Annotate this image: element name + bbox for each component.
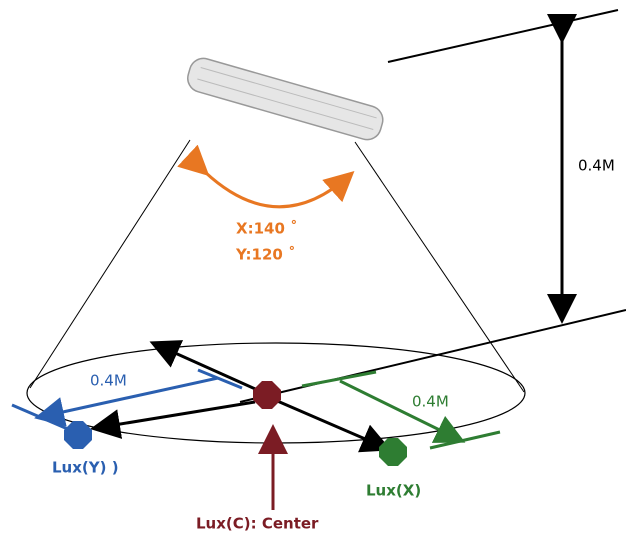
lux-label: Lux(Y) ) bbox=[52, 459, 119, 477]
beam-label: Y:120 ˚ bbox=[235, 246, 296, 264]
y-tick bbox=[197, 368, 243, 390]
distance-label: 0.4M bbox=[90, 372, 127, 390]
x-distance-arrow bbox=[339, 379, 466, 443]
axis-arrow bbox=[274, 398, 392, 453]
beam-arrow bbox=[177, 144, 355, 209]
lamp bbox=[187, 57, 384, 141]
lux-label: Lux(C): Center bbox=[196, 515, 319, 533]
sensor-center bbox=[253, 381, 281, 409]
cone-right bbox=[354, 141, 525, 393]
x-tick bbox=[301, 370, 377, 388]
sensor-y bbox=[64, 421, 92, 449]
floor-line bbox=[239, 309, 626, 403]
lux-label: Lux(X) bbox=[366, 482, 421, 500]
sensor-x bbox=[379, 438, 407, 466]
y-distance-arrow bbox=[34, 376, 219, 427]
scene bbox=[11, 9, 626, 510]
distance-label: 0.4M bbox=[412, 393, 449, 411]
cone-left bbox=[29, 139, 191, 389]
axis-arrow bbox=[90, 400, 256, 439]
x-tick bbox=[429, 430, 501, 450]
ceiling-line bbox=[387, 9, 619, 63]
height-label: 0.4M bbox=[578, 157, 615, 175]
beam-label: X:140 ˚ bbox=[236, 220, 298, 238]
axis-arrow bbox=[149, 340, 263, 394]
